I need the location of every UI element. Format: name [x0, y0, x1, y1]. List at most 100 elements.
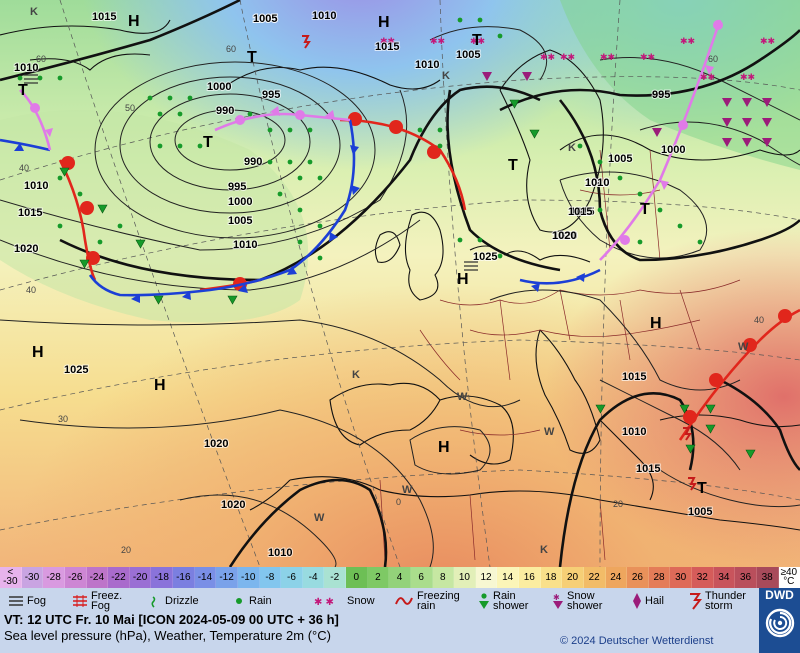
- scale-swatch: -12: [216, 567, 238, 588]
- isobar-label: 1005: [253, 13, 277, 25]
- isobar-label: 1020: [553, 230, 577, 242]
- legend-hail: Hail: [632, 589, 664, 613]
- latitude-label: 60: [226, 44, 236, 54]
- drizzle-icon: [151, 596, 156, 608]
- pressure-center-high: H: [154, 377, 166, 394]
- svg-text:✱✱: ✱✱: [740, 73, 755, 83]
- legend-label: Fog: [27, 595, 46, 607]
- scale-swatch: -22: [108, 567, 130, 588]
- weather-letter: K: [30, 6, 38, 18]
- latitude-label: 40: [19, 163, 29, 173]
- legend-drizzle: Drizzle: [148, 589, 199, 613]
- isobar-label: 1010: [312, 10, 336, 22]
- legend-label: Hail: [645, 595, 664, 607]
- scale-swatch: 28: [648, 567, 671, 588]
- legend-label: Freezing rain: [417, 590, 460, 612]
- isobar-label: 990: [244, 156, 262, 168]
- latitude-label: 20: [613, 499, 623, 509]
- svg-text:✱ ✱: ✱ ✱: [314, 597, 334, 608]
- pressure-center-low: T: [697, 480, 707, 497]
- latitude-labels: 60 50 40 60 40 30 20 0 20 60 40: [19, 44, 764, 555]
- rain-shower-icon: [479, 593, 489, 609]
- pressure-center-high: H: [32, 344, 44, 361]
- dwd-swirl-icon: [765, 608, 795, 638]
- isobar-label: 1005: [688, 506, 712, 518]
- legend-label: Rain shower: [493, 590, 529, 612]
- legend-rain-shower: Rain shower: [478, 589, 535, 613]
- scale-swatch: 10: [454, 567, 476, 588]
- pressure-center-high: H: [128, 13, 140, 30]
- scale-swatch: < -30: [0, 567, 22, 588]
- scale-swatch: 14: [497, 567, 519, 588]
- snow-icon: ✱ ✱: [314, 597, 334, 608]
- pressure-center-low: T: [203, 134, 213, 151]
- latitude-label: 60: [36, 54, 46, 64]
- map-subtitle: Sea level pressure (hPa), Weather, Tempe…: [4, 628, 331, 643]
- pressure-center-high: H: [438, 439, 450, 456]
- svg-text:✱✱: ✱✱: [680, 37, 695, 47]
- fog-symbols: [24, 74, 478, 271]
- isobar-label: 1010: [268, 547, 292, 559]
- latitude-label: 0: [396, 497, 401, 507]
- scale-swatch: 26: [627, 567, 649, 588]
- isobar-label: 1015: [570, 206, 594, 218]
- isobar-label: 1020: [221, 499, 245, 511]
- isobar-label: 1020: [204, 438, 228, 450]
- scale-swatch: -10: [237, 567, 260, 588]
- svg-text:✱✱: ✱✱: [640, 53, 655, 63]
- scale-swatch: 22: [583, 567, 606, 588]
- weather-letter: K: [540, 544, 548, 556]
- scale-swatch: 4: [389, 567, 411, 588]
- isobar-label: 1015: [622, 371, 646, 383]
- dwd-logo: DWD: [759, 588, 800, 653]
- snow-symbols: ✱✱ ✱✱ ✱✱ ✱✱ ✱✱ ✱✱ ✱✱ ✱✱ ✱✱ ✱✱ ✱✱: [380, 37, 775, 83]
- scale-swatch: -30: [21, 567, 44, 588]
- isobar-label: 1015: [568, 206, 592, 218]
- scale-swatch: 12: [475, 567, 498, 588]
- latitude-label: 20: [121, 545, 131, 555]
- temperature-color-scale: < -30 -30 -28 -26 -24 -22 -20 -18 -16 -14 -12 -10 -8…: [0, 567, 800, 588]
- isobar-label: 1000: [207, 81, 231, 93]
- isobar-label: 1000: [661, 144, 685, 156]
- legend-snow-shower: ✱ Snow shower: [552, 589, 609, 613]
- weather-letter: W: [457, 391, 468, 403]
- legend-label: Freez. Fog: [91, 590, 123, 612]
- pressure-center-low: T: [247, 49, 257, 66]
- legend-freezing-fog: Freez. Fog: [72, 589, 125, 613]
- svg-text:✱✱: ✱✱: [430, 37, 445, 47]
- weather-letter: W: [738, 341, 749, 353]
- isobar-label: 995: [262, 89, 280, 101]
- isobars: [0, 26, 800, 567]
- latitude-label: 40: [754, 315, 764, 325]
- scale-swatch: -8: [259, 567, 282, 588]
- isobar-label: 1005: [228, 215, 252, 227]
- latitude-label: 30: [58, 414, 68, 424]
- scale-swatch: 20: [562, 567, 584, 588]
- legend-rain: Rain: [232, 589, 272, 613]
- scale-swatch: 36: [735, 567, 757, 588]
- isobar-label: 995: [652, 89, 670, 101]
- scale-swatch: 30: [670, 567, 692, 588]
- legend-label: Snow shower: [567, 590, 603, 612]
- pressure-center-high: H: [378, 14, 390, 31]
- weather-letter: W: [402, 484, 413, 496]
- isobar-label: 1010: [14, 62, 38, 74]
- isobar-label: 1005: [456, 49, 480, 61]
- isobar-label: 1020: [552, 230, 576, 242]
- weather-letter: W: [544, 426, 555, 438]
- legend-fog: Fog: [8, 589, 46, 613]
- isobar-label: 1010: [585, 177, 609, 189]
- svg-text:✱✱: ✱✱: [560, 53, 575, 63]
- weather-map: ✱✱ ✱✱ ✱✱ ✱✱ ✱✱ ✱✱ ✱✱ ✱✱ ✱✱ ✱✱ ✱✱ 60 50 40 60 40 30 20…: [0, 0, 800, 567]
- svg-text:✱✱: ✱✱: [470, 37, 485, 47]
- pressure-center-low: T: [640, 201, 650, 218]
- weather-letter: K: [352, 369, 360, 381]
- weather-letter: K: [568, 142, 576, 154]
- cold-fronts: [0, 119, 601, 297]
- isobar-label: 1005: [608, 153, 632, 165]
- pressure-center-high: H: [457, 271, 469, 288]
- isobar-labels: 1015 1005 1010 1010 1000 995 990 990 995 1000 1005…: [13, 9, 713, 560]
- svg-text:✱: ✱: [553, 593, 560, 602]
- rain-shower-symbols: [59, 99, 756, 459]
- isobar-label: 1010: [415, 59, 439, 71]
